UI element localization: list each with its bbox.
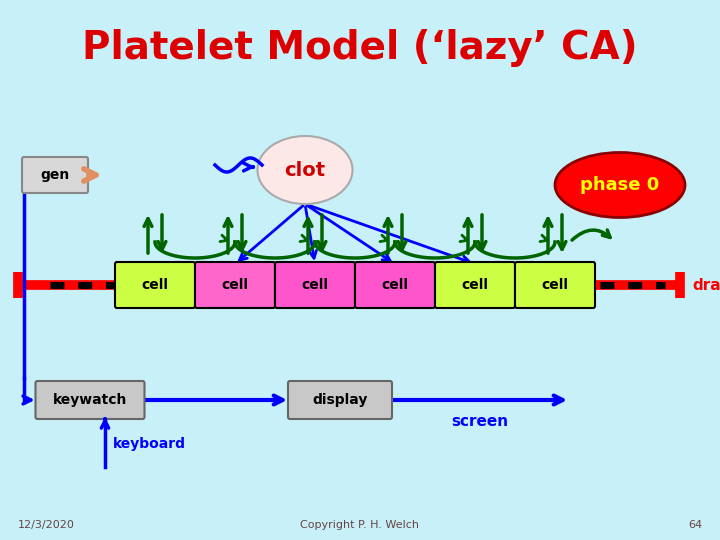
Text: clot: clot xyxy=(284,160,325,179)
Text: cell: cell xyxy=(541,278,569,292)
Text: cell: cell xyxy=(302,278,328,292)
FancyBboxPatch shape xyxy=(288,381,392,419)
FancyBboxPatch shape xyxy=(275,262,355,308)
FancyBboxPatch shape xyxy=(115,262,195,308)
FancyBboxPatch shape xyxy=(515,262,595,308)
Ellipse shape xyxy=(258,136,353,204)
FancyBboxPatch shape xyxy=(35,381,145,419)
Text: screen: screen xyxy=(451,414,508,429)
FancyBboxPatch shape xyxy=(435,262,515,308)
Ellipse shape xyxy=(555,152,685,218)
Text: draw: draw xyxy=(692,278,720,293)
Text: Copyright P. H. Welch: Copyright P. H. Welch xyxy=(300,520,420,530)
Text: gen: gen xyxy=(40,168,70,182)
Text: cell: cell xyxy=(382,278,408,292)
Text: cell: cell xyxy=(462,278,488,292)
FancyBboxPatch shape xyxy=(355,262,435,308)
Text: keyboard: keyboard xyxy=(113,437,186,451)
Text: 12/3/2020: 12/3/2020 xyxy=(18,520,75,530)
Text: 64: 64 xyxy=(688,520,702,530)
Text: cell: cell xyxy=(142,278,168,292)
Text: display: display xyxy=(312,393,368,407)
FancyBboxPatch shape xyxy=(195,262,275,308)
Text: phase 0: phase 0 xyxy=(580,176,660,194)
FancyBboxPatch shape xyxy=(22,157,88,193)
Text: keywatch: keywatch xyxy=(53,393,127,407)
Text: cell: cell xyxy=(222,278,248,292)
Text: Platelet Model (‘lazy’ CA): Platelet Model (‘lazy’ CA) xyxy=(82,29,638,67)
